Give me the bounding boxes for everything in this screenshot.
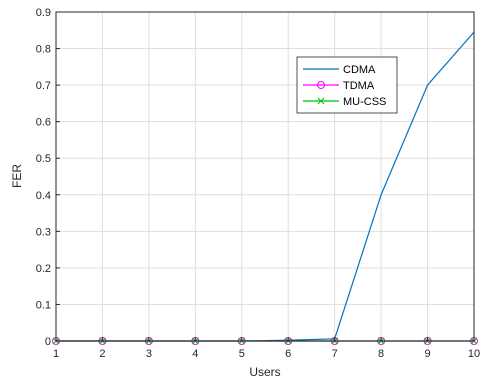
legend-item-cdma: CDMA xyxy=(303,64,376,76)
x-axis-label: Users xyxy=(249,365,280,379)
y-tick-label: 0.3 xyxy=(36,226,51,238)
x-tick-label: 9 xyxy=(424,348,430,360)
x-tick-label: 10 xyxy=(468,348,480,360)
x-tick-label: 7 xyxy=(332,348,338,360)
plot-background xyxy=(56,12,474,341)
x-tick-label: 2 xyxy=(99,348,105,360)
y-tick-label: 0.4 xyxy=(36,190,51,202)
legend: CDMA TDMA MU-CSS xyxy=(296,56,398,114)
legend-item-tdma: TDMA xyxy=(303,80,375,92)
y-tick-label: 0.5 xyxy=(36,153,51,165)
x-tick-label: 4 xyxy=(192,348,198,360)
legend-label: TDMA xyxy=(343,80,375,92)
x-tick-label: 1 xyxy=(53,348,59,360)
legend-label: MU-CSS xyxy=(343,96,386,108)
y-tick-label: 0.9 xyxy=(36,7,51,19)
x-tick-label: 3 xyxy=(146,348,152,360)
x-tick-label: 8 xyxy=(378,348,384,360)
x-tick-label: 5 xyxy=(239,348,245,360)
y-tick-label: 0.7 xyxy=(36,80,51,92)
y-tick-label: 0.6 xyxy=(36,117,51,129)
legend-marker xyxy=(317,97,325,105)
y-tick-label: 0.8 xyxy=(36,44,51,56)
y-tick-label: 0.2 xyxy=(36,263,51,275)
legend-item-mu-css: MU-CSS xyxy=(303,96,386,108)
y-axis-label: FER xyxy=(10,164,24,188)
legend-label: CDMA xyxy=(343,64,376,76)
y-tick-label: 0 xyxy=(45,336,51,348)
plot-frame xyxy=(55,11,475,342)
ticks: 1 2 3 4 5 6 7 8 9 10 0 0.1 0.2 0.3 0.4 0.5 0.6 0.7 0.8 0.9 xyxy=(36,7,480,360)
legend-marker xyxy=(317,81,325,89)
x-tick-label: 6 xyxy=(285,348,291,360)
y-tick-label: 0.1 xyxy=(36,299,51,311)
